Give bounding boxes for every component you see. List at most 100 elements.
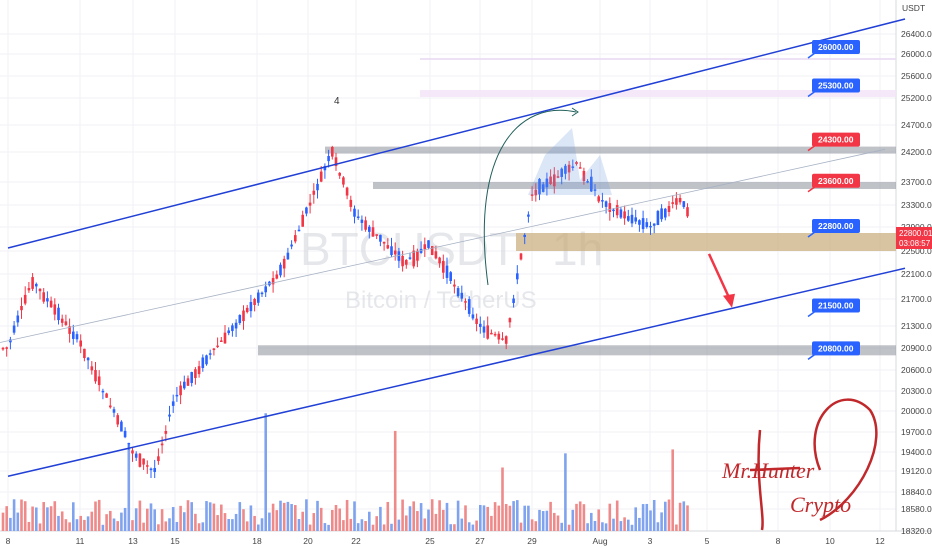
price-tick-label: 23700.00 bbox=[901, 177, 932, 187]
candle-body bbox=[508, 318, 512, 323]
volume-bar bbox=[408, 506, 412, 531]
volume-bar bbox=[301, 511, 304, 531]
curved-arrow bbox=[483, 109, 577, 286]
volume-bar bbox=[345, 499, 349, 531]
volume-bar bbox=[83, 519, 86, 531]
price-tick-label: 23300.00 bbox=[901, 200, 932, 210]
volume-bar bbox=[297, 518, 301, 531]
level-label: 22800.00 bbox=[807, 219, 860, 238]
candle-body bbox=[334, 157, 338, 167]
wave-number-label: 4 bbox=[334, 96, 340, 107]
volume-bar bbox=[260, 518, 264, 531]
level-label-text: 20800.00 bbox=[818, 343, 854, 353]
volume-bar bbox=[442, 509, 445, 531]
candle-body bbox=[434, 251, 438, 259]
candle-body bbox=[242, 310, 245, 322]
signature-logo: Mr.Hunter Crypto bbox=[721, 398, 878, 531]
candle-body bbox=[438, 257, 441, 264]
volume-bar bbox=[671, 449, 674, 531]
candle-body bbox=[72, 331, 75, 339]
candle-body bbox=[541, 184, 545, 192]
volume-bar bbox=[364, 521, 367, 531]
candle-body bbox=[345, 187, 349, 196]
candle-body bbox=[590, 176, 593, 192]
volume-bar bbox=[501, 467, 504, 531]
volume-bar bbox=[279, 500, 282, 531]
candle-body bbox=[157, 456, 160, 462]
volume-bar bbox=[49, 506, 53, 531]
level-label-bg bbox=[812, 219, 860, 233]
candle-body bbox=[64, 321, 68, 325]
volume-bar bbox=[423, 518, 427, 531]
volume-bar bbox=[75, 519, 79, 531]
candle-body bbox=[153, 468, 156, 472]
volume-bar bbox=[527, 505, 530, 531]
time-tick-label: 5 bbox=[705, 536, 710, 546]
candle-body bbox=[220, 340, 223, 342]
volume-bar bbox=[109, 510, 112, 531]
candle-body bbox=[353, 208, 356, 217]
volume-bar bbox=[393, 430, 397, 531]
volume-bar bbox=[368, 511, 371, 531]
candle-body bbox=[423, 244, 427, 250]
candle-body bbox=[678, 197, 682, 203]
candle-body bbox=[652, 223, 656, 226]
volume-bar bbox=[105, 514, 108, 531]
signature-stroke bbox=[749, 429, 801, 531]
time-axis[interactable]: 8 11 13 15 18 20 22 25 27 29 Aug 3 5 8 10 12 bbox=[6, 536, 885, 546]
candle-body bbox=[575, 162, 578, 165]
volume-bar bbox=[678, 502, 682, 531]
candle-body bbox=[290, 244, 293, 247]
candle-body bbox=[571, 166, 575, 168]
volume-bar bbox=[571, 509, 575, 531]
candle-body bbox=[175, 394, 179, 397]
volume-bar bbox=[479, 504, 482, 531]
level-label-bg bbox=[812, 341, 860, 356]
time-tick-label: 13 bbox=[128, 536, 138, 546]
volume-bar bbox=[223, 513, 227, 531]
volume-bar bbox=[460, 518, 464, 531]
candle-body bbox=[627, 216, 630, 221]
resistance-zone bbox=[373, 182, 896, 189]
volume-bar bbox=[401, 499, 404, 531]
volume-bar bbox=[264, 413, 267, 531]
candle-body bbox=[482, 326, 486, 333]
volume-bar bbox=[534, 521, 538, 531]
volume-bar bbox=[271, 503, 275, 531]
current-price-badge-bg bbox=[896, 227, 932, 249]
volume-bar bbox=[212, 503, 216, 531]
price-tick-label: 19120.00 bbox=[901, 466, 932, 476]
candle-body bbox=[612, 209, 615, 212]
candle-body bbox=[112, 409, 116, 413]
volume-bar bbox=[334, 504, 338, 531]
volume-bar bbox=[112, 518, 116, 531]
time-tick-label: 25 bbox=[425, 536, 435, 546]
candle-body bbox=[97, 376, 101, 386]
candle-body bbox=[201, 357, 205, 368]
candle-body bbox=[12, 325, 16, 333]
price-axis[interactable]: USDT 26400.00 26000.00 25600.00 25200.00 247… bbox=[901, 3, 932, 536]
candle-body bbox=[538, 178, 541, 195]
volume-bar bbox=[205, 501, 208, 531]
volume-bar bbox=[290, 504, 293, 531]
candle-body bbox=[430, 246, 434, 256]
level-label-text: 25300.00 bbox=[818, 81, 854, 91]
volume-bar bbox=[504, 503, 508, 531]
volume-bar bbox=[153, 509, 156, 531]
candle-body bbox=[601, 200, 604, 202]
candle-body bbox=[556, 176, 560, 178]
volume-bar bbox=[464, 505, 467, 531]
signature-line2: Crypto bbox=[790, 492, 851, 517]
volume-bar bbox=[46, 507, 49, 531]
price-tick-label: 26400.00 bbox=[901, 29, 932, 39]
time-tick-label: 11 bbox=[76, 536, 85, 546]
candle-body bbox=[371, 227, 375, 237]
candle-body bbox=[9, 339, 12, 343]
volume-bar bbox=[268, 512, 271, 531]
candle-body bbox=[197, 366, 201, 375]
candle-body bbox=[94, 370, 97, 382]
candle-body bbox=[382, 241, 386, 244]
level-label: 20800.00 bbox=[807, 341, 860, 360]
